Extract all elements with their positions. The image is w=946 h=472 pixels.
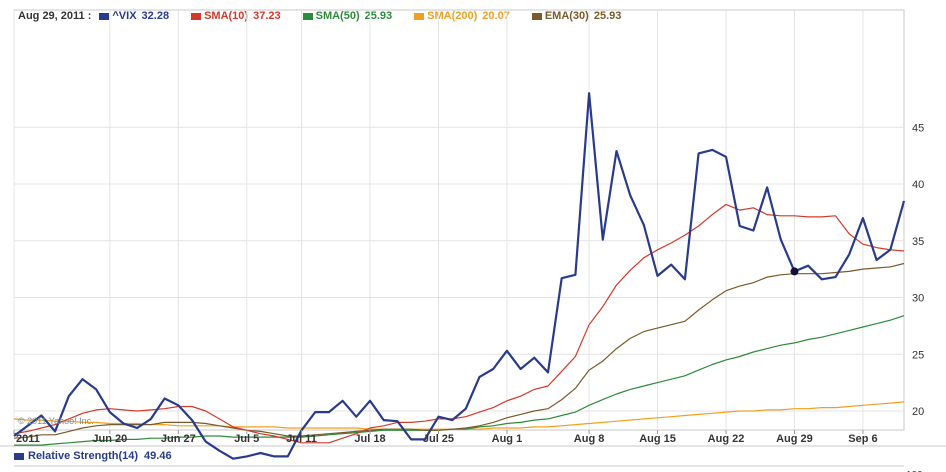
rsi-label: Relative Strength(14) bbox=[28, 450, 139, 462]
legend-swatch-sma50 bbox=[302, 12, 313, 20]
x-tick-label: Sep 6 bbox=[848, 433, 877, 445]
x-tick-label: Jul 11 bbox=[286, 433, 317, 445]
legend-value-sma200: 20.07 bbox=[482, 10, 510, 22]
x-tick-label: Aug 15 bbox=[639, 433, 676, 445]
legend-item-sma50: SMA(50) 25.93 bbox=[302, 10, 393, 22]
legend-value-vix: 32.28 bbox=[141, 10, 170, 22]
series-line-sma50 bbox=[14, 315, 905, 446]
legend-item-ema30: EMA(30) 25.93 bbox=[531, 10, 622, 22]
y-tick-label: 25 bbox=[912, 349, 924, 361]
y-tick-label: 20 bbox=[912, 406, 924, 418]
legend-item-sma10: SMA(10) 37.23 bbox=[191, 10, 281, 22]
series-lines bbox=[13, 92, 906, 460]
x-tick-label: Aug 8 bbox=[574, 433, 605, 445]
rsi-value: 49.46 bbox=[144, 450, 172, 462]
x-tick-label: Jun 20 bbox=[92, 433, 127, 445]
plot-frame bbox=[13, 9, 905, 431]
x-tick-label: Aug 29 bbox=[776, 433, 813, 445]
x-tick-label: 2011 bbox=[16, 433, 40, 445]
legend-value-sma50: 25.93 bbox=[364, 10, 393, 22]
legend-swatch-sma10 bbox=[191, 12, 202, 20]
y-tick-label: 30 bbox=[912, 293, 924, 305]
legend-label-vix: ^VIX bbox=[112, 10, 137, 22]
legend-label-sma200: SMA(200) bbox=[427, 10, 478, 22]
copyright-text: © 2011 Yahoo! Inc. bbox=[18, 416, 94, 426]
series-line-ema30 bbox=[13, 262, 905, 439]
x-tick-label: Jul 18 bbox=[354, 433, 385, 445]
legend-swatch-vix bbox=[99, 12, 110, 20]
legend-label-sma50: SMA(50) bbox=[315, 10, 360, 22]
y-tick-label: 45 bbox=[912, 122, 924, 134]
legend-item-vix: ^VIX 32.28 bbox=[99, 10, 169, 22]
series-line-vix bbox=[13, 92, 906, 460]
y-tick-label: 35 bbox=[912, 236, 924, 248]
legend-value-ema30: 25.93 bbox=[593, 10, 622, 22]
rsi-legend: Relative Strength(14) 49.46 bbox=[14, 447, 172, 465]
grid bbox=[0, 9, 946, 467]
legend-item-sma200: SMA(200) 20.07 bbox=[414, 10, 510, 22]
legend-label-ema30: EMA(30) bbox=[544, 10, 589, 22]
rsi-swatch bbox=[14, 452, 24, 460]
legend-swatch-ema30 bbox=[531, 12, 542, 20]
axes: 20 25 30 35 40 45 2011 Jun 20 Jun 27 Jul 5 Jul 11 J… bbox=[13, 122, 924, 472]
legend-bar: Aug 29, 2011 : ^VIX 32.28 SMA(10) 37.23 … bbox=[0, 0, 946, 32]
y-tick-label: 40 bbox=[912, 179, 924, 191]
legend-label-sma10: SMA(10) bbox=[204, 10, 249, 22]
x-tick-label: Aug 22 bbox=[708, 433, 745, 445]
highlight-point bbox=[790, 267, 799, 276]
x-tick-label: Jul 25 bbox=[423, 433, 454, 445]
legend-value-sma10: 37.23 bbox=[253, 10, 281, 22]
x-tick-label: Aug 1 bbox=[492, 433, 523, 445]
x-tick-label: Jul 5 bbox=[234, 433, 259, 445]
series-line-sma10 bbox=[13, 203, 905, 444]
rsi-tick-label: 100 bbox=[906, 470, 923, 472]
legend-swatch-sma200 bbox=[414, 12, 425, 20]
x-tick-label: Jun 27 bbox=[161, 433, 196, 445]
legend-date: Aug 29, 2011 : bbox=[18, 10, 92, 22]
